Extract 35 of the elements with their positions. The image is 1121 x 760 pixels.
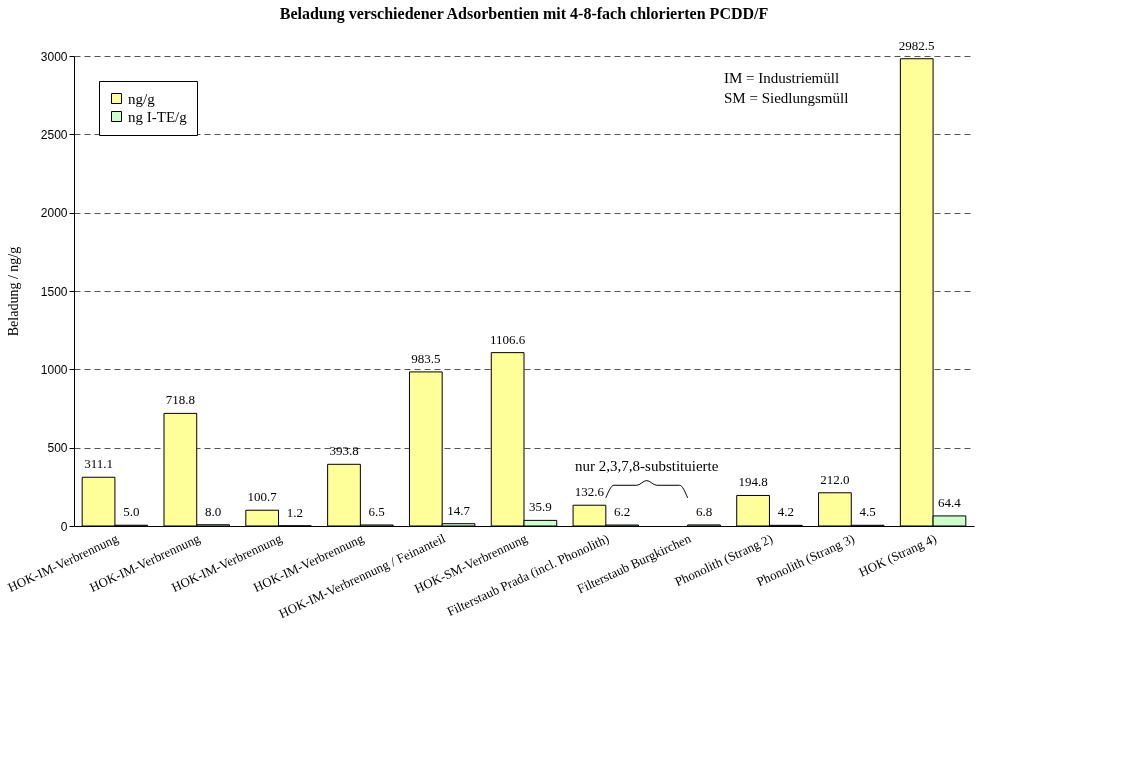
annotation: SM = Siedlungsmüll [724,90,849,106]
data-label: 14.7 [447,502,471,518]
data-label: 718.8 [165,392,195,408]
data-label: 1.2 [286,504,304,520]
data-label: 6.2 [614,504,631,520]
data-label: 393.8 [329,443,359,459]
y-tick-label: 2500 [40,127,68,142]
y-tick-label: 1000 [40,362,68,377]
chart-title: Beladung verschiedener Adsorbentien mit 4-8-fach chlorierten PCDD/F [279,4,769,23]
data-label: 4.2 [777,504,794,520]
y-tick-label: 2000 [40,206,68,221]
data-label: 6.5 [368,503,385,519]
y-axis-title: Beladung / ng/g [5,246,21,337]
data-label: 132.6 [574,484,605,500]
data-label: 983.5 [411,350,441,366]
y-tick-label: 3000 [40,49,68,64]
data-label: 2982.5 [898,37,935,53]
data-label: 8.0 [204,503,222,519]
data-label: 1106.6 [490,331,526,347]
legend-label: ng I-TE/g [128,108,188,125]
data-label: 64.4 [938,494,962,510]
data-label: 194.8 [738,474,768,490]
annotation: IM = Industriemüll [724,70,840,86]
legend-label: ng/g [128,90,156,107]
y-tick-label: 0 [60,519,68,534]
data-label: 5.0 [123,504,140,520]
data-label: 212.0 [820,471,850,487]
annotation: nur 2,3,7,8-substituierte [575,458,719,475]
data-label: 100.7 [247,489,278,505]
data-label: 6.8 [695,503,713,519]
y-tick-label: 500 [47,441,68,456]
data-label: 311.1 [84,456,113,472]
y-tick-label: 1500 [40,284,68,299]
data-label: 4.5 [859,504,876,520]
data-label: 35.9 [528,499,552,515]
